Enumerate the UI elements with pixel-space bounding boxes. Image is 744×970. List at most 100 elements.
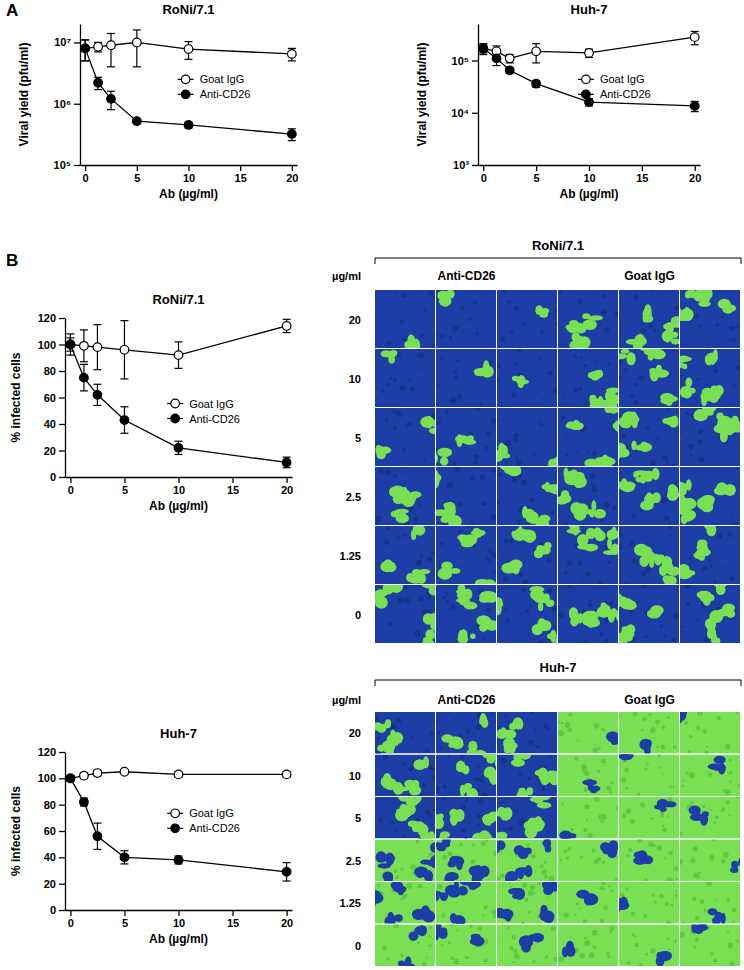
micrograph-background xyxy=(436,290,496,348)
texture-speck xyxy=(650,727,656,733)
texture-speck xyxy=(442,596,446,600)
error-bar-cap xyxy=(93,822,101,823)
texture-speck xyxy=(462,330,465,333)
x-tick-mark xyxy=(178,477,179,483)
data-point xyxy=(81,44,90,53)
texture-speck xyxy=(504,291,507,294)
infected-focus xyxy=(606,388,619,393)
texture-speck xyxy=(577,740,579,742)
texture-speck xyxy=(609,601,614,606)
texture-speck xyxy=(503,576,509,582)
uninfected-area xyxy=(718,763,726,774)
texture-speck xyxy=(696,726,700,730)
micrograph-background xyxy=(375,585,435,643)
texture-speck xyxy=(470,476,475,481)
texture-speck xyxy=(464,836,467,839)
y-tick-label: 80 xyxy=(44,365,56,377)
series-line xyxy=(85,48,292,134)
infected-focus xyxy=(570,617,578,627)
texture-speck xyxy=(504,714,507,717)
row-label: 5 xyxy=(355,812,361,824)
error-bar-cap xyxy=(283,332,291,333)
series-line xyxy=(483,37,694,58)
infected-focus xyxy=(532,624,543,635)
texture-speck xyxy=(679,375,683,379)
texture-speck xyxy=(567,560,573,566)
texture-speck xyxy=(415,631,421,637)
infected-focus xyxy=(538,602,543,611)
texture-speck xyxy=(460,306,464,310)
infected-focus xyxy=(706,409,713,415)
texture-speck xyxy=(736,365,741,370)
texture-speck xyxy=(662,828,667,833)
texture-speck xyxy=(406,422,411,427)
texture-speck xyxy=(391,821,395,825)
error-bar-cap xyxy=(107,66,115,67)
texture-speck xyxy=(625,808,631,814)
micrograph-background xyxy=(619,290,679,348)
texture-speck xyxy=(448,755,451,758)
texture-speck xyxy=(728,814,730,816)
infected-focus xyxy=(500,811,511,821)
row-label: 1.25 xyxy=(340,550,361,562)
texture-speck xyxy=(428,290,433,295)
texture-speck xyxy=(567,728,571,732)
texture-speck xyxy=(564,522,568,526)
texture-speck xyxy=(460,804,466,810)
y-axis-title: % infected cells xyxy=(9,352,23,442)
texture-speck xyxy=(622,814,626,818)
infected-focus xyxy=(654,556,662,565)
micrograph-background xyxy=(558,755,618,797)
micrograph-background xyxy=(497,526,557,584)
y-tick-mark xyxy=(59,318,65,319)
infected-focus xyxy=(385,719,391,726)
infected-focus xyxy=(633,470,648,475)
error-bar-cap xyxy=(283,319,291,320)
legend-entry: Goat IgG xyxy=(167,398,234,410)
texture-speck xyxy=(702,804,706,808)
infected-focus xyxy=(494,597,503,608)
data-point xyxy=(120,853,129,862)
texture-speck xyxy=(729,339,732,342)
texture-speck xyxy=(729,326,734,331)
texture-speck xyxy=(424,309,427,312)
y-tick-label: 20 xyxy=(44,878,56,890)
y-tick-label: 0 xyxy=(50,471,56,483)
texture-speck xyxy=(580,356,583,359)
infected-focus xyxy=(572,522,580,535)
error-bar-cap xyxy=(120,320,128,321)
infected-focus xyxy=(718,416,732,429)
uninfected-area xyxy=(621,747,634,760)
infected-focus xyxy=(451,814,464,821)
data-point xyxy=(94,42,103,51)
y-tick-mark xyxy=(59,910,65,911)
texture-speck xyxy=(491,552,497,558)
texture-speck xyxy=(431,767,435,771)
infected-focus xyxy=(652,492,661,503)
infected-focus xyxy=(614,531,619,537)
error-bar-cap xyxy=(133,29,141,30)
micrograph xyxy=(496,462,560,532)
infected-focus xyxy=(684,307,689,315)
error-bar xyxy=(479,44,487,55)
infected-focus xyxy=(678,496,685,505)
x-tick: 0 xyxy=(68,477,74,496)
texture-speck xyxy=(639,375,645,381)
error-bar-cap xyxy=(107,33,115,34)
micrograph xyxy=(612,584,679,650)
texture-speck xyxy=(705,384,707,386)
texture-speck xyxy=(570,828,573,831)
x-tick-mark xyxy=(232,477,233,483)
error-bar-cap xyxy=(120,850,128,851)
data-point xyxy=(66,340,75,349)
texture-speck xyxy=(660,745,665,750)
y-tick-label: 0 xyxy=(50,904,56,916)
texture-speck xyxy=(729,759,732,762)
texture-speck xyxy=(576,452,578,454)
texture-speck xyxy=(474,640,476,642)
texture-speck xyxy=(540,421,542,423)
texture-speck xyxy=(551,606,557,612)
error-bar xyxy=(691,31,699,44)
uninfected-area xyxy=(700,813,708,826)
texture-speck xyxy=(563,394,565,396)
